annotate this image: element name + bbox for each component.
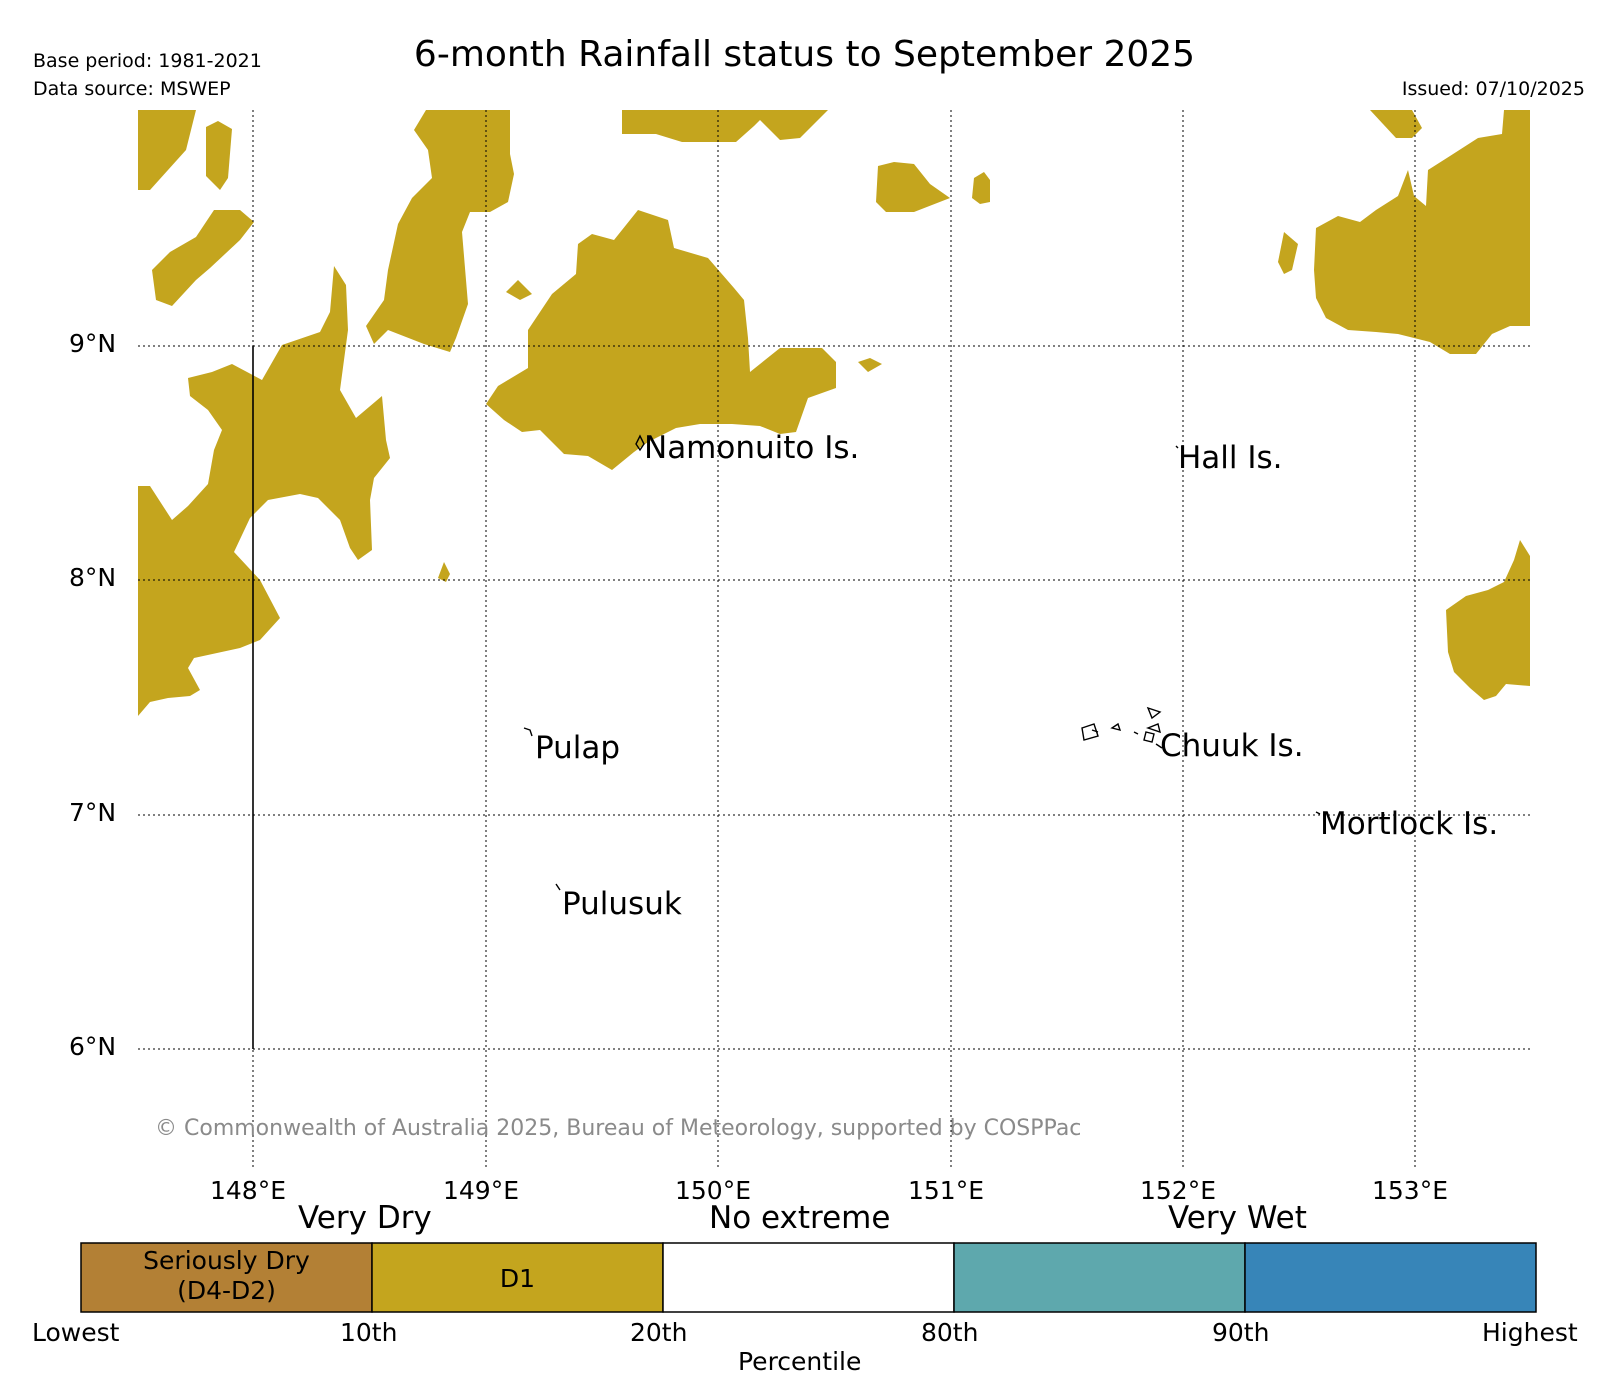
d1-region — [138, 110, 196, 190]
lon-label: 151°E — [908, 1176, 985, 1205]
d1-region — [1314, 110, 1530, 354]
island-chuuk-2 — [1091, 729, 1099, 733]
d1-region — [622, 110, 828, 142]
island-outlines — [523, 434, 1321, 891]
d1-region — [972, 172, 990, 204]
island-chuuk-4 — [1146, 706, 1162, 720]
legend-box-very-wet-2 — [1244, 1242, 1537, 1313]
percentile-label: 10th — [340, 1318, 398, 1347]
legend-heading-very-dry: Very Dry — [298, 1200, 432, 1236]
lon-label: 152°E — [1140, 1176, 1217, 1205]
d1-region — [366, 110, 514, 352]
lon-label: 153°E — [1372, 1176, 1449, 1205]
island-chuuk-3 — [1110, 722, 1122, 731]
place-label-pulusuk: Pulusuk — [562, 886, 682, 922]
island-pulap — [523, 727, 533, 737]
percentile-label: 90th — [1212, 1318, 1270, 1347]
d1-regions — [138, 110, 1530, 716]
lon-label: 149°E — [443, 1176, 520, 1205]
island-chuuk-6 — [1145, 723, 1161, 734]
lon-label: 150°E — [675, 1176, 752, 1205]
d1-region — [138, 266, 390, 716]
legend-heading-very-wet: Very Wet — [1168, 1200, 1307, 1236]
d1-region — [152, 210, 254, 306]
legend-box-no-extreme — [662, 1242, 955, 1313]
d1-region — [876, 162, 950, 212]
legend-box-seriously-dry — [80, 1242, 373, 1313]
island-chuuk-1 — [1081, 723, 1099, 741]
percentile-label: Lowest — [32, 1318, 120, 1347]
legend-heading-no-extreme: No extreme — [709, 1200, 891, 1236]
d1-region — [438, 562, 450, 582]
island-hall — [1175, 445, 1179, 449]
place-label-namonuito: Namonuito Is. — [644, 430, 860, 466]
legend-box-very-wet-1 — [953, 1242, 1246, 1313]
island-mortlock — [1315, 811, 1321, 815]
legend-colorbar — [80, 1242, 1537, 1313]
lat-label: 6°N — [69, 1032, 117, 1061]
issued-date: Issued: 07/10/2025 — [1401, 78, 1585, 100]
percentile-label: Highest — [1482, 1318, 1578, 1347]
data-source-text: Data source: MSWEP — [33, 78, 231, 100]
legend-box-label-seriously-dry: Seriously Dry (D4-D2) — [143, 1246, 310, 1305]
island-namonuito — [635, 434, 645, 452]
place-label-chuuk: Chuuk Is. — [1160, 728, 1304, 764]
percentile-label: 80th — [921, 1318, 979, 1347]
island-pulusuk — [555, 883, 561, 891]
island-chuuk-7 — [1155, 743, 1163, 749]
percentile-label: 20th — [630, 1318, 688, 1347]
base-period-text: Base period: 1981-2021 — [33, 50, 262, 72]
copyright-text: © Commonwealth of Australia 2025, Bureau… — [155, 1116, 1082, 1141]
legend-box-d1 — [371, 1242, 664, 1313]
island-chuuk-8 — [1133, 731, 1139, 735]
island-chuuk-5 — [1143, 731, 1155, 743]
percentile-axis-label: Percentile — [738, 1347, 862, 1376]
d1-region — [1278, 232, 1298, 274]
lon-label: 148°E — [210, 1176, 287, 1205]
d1-region — [1370, 110, 1422, 138]
place-label-hall: Hall Is. — [1178, 440, 1283, 476]
d1-region — [1446, 540, 1530, 700]
lat-label: 7°N — [69, 798, 117, 827]
place-label-pulap: Pulap — [535, 730, 621, 766]
legend-box-label-d1: D1 — [499, 1264, 536, 1293]
lat-label: 9°N — [69, 329, 117, 358]
d1-region — [506, 280, 532, 300]
place-label-mortlock: Mortlock Is. — [1320, 806, 1499, 842]
d1-region — [206, 121, 232, 190]
d1-region — [486, 210, 836, 470]
lat-label: 8°N — [69, 563, 117, 592]
map-title: 6-month Rainfall status to September 202… — [413, 34, 1196, 75]
d1-region — [858, 358, 882, 372]
